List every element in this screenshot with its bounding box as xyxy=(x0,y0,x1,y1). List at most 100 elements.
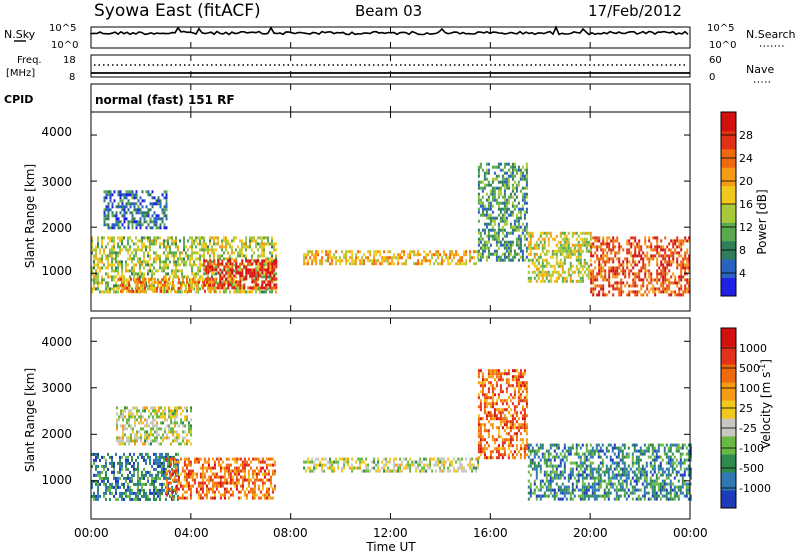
echo-cell xyxy=(581,237,584,241)
echo-cell xyxy=(553,270,556,274)
echo-cell xyxy=(485,177,488,181)
echo-cell xyxy=(237,490,240,494)
echo-cell xyxy=(317,457,320,461)
echo-cell xyxy=(178,280,180,284)
echo-cell xyxy=(215,472,218,476)
echo-cell xyxy=(616,251,619,255)
echo-cell xyxy=(509,171,512,175)
echo-cell xyxy=(489,213,492,217)
echo-cell xyxy=(201,484,204,488)
echo-cell xyxy=(682,290,685,294)
echo-cell xyxy=(632,284,635,288)
echo-cell xyxy=(113,476,115,480)
echo-cell xyxy=(489,228,492,232)
echo-cell xyxy=(239,277,242,281)
echo-cell xyxy=(175,472,178,476)
echo-cell xyxy=(127,494,129,498)
echo-cell xyxy=(97,497,99,501)
echo-cell xyxy=(111,223,114,227)
echo-cell xyxy=(539,485,542,489)
echo-cell xyxy=(525,171,528,175)
echo-cell xyxy=(563,246,566,250)
echo-cell xyxy=(185,251,187,255)
echo-cell xyxy=(227,251,229,255)
echo-cell xyxy=(167,251,169,255)
echo-cell xyxy=(209,268,212,272)
echo-cell xyxy=(159,461,161,465)
echo-cell xyxy=(585,267,588,271)
echo-cell xyxy=(559,458,562,462)
echo-cell xyxy=(239,283,242,287)
echo-cell xyxy=(513,432,516,436)
echo-cell xyxy=(175,272,177,276)
echo-cell xyxy=(275,248,277,252)
echo-cell xyxy=(487,402,490,406)
echo-cell xyxy=(219,466,222,470)
echo-cell xyxy=(600,242,603,246)
echo-cell xyxy=(241,290,243,294)
echo-cell xyxy=(427,463,430,467)
echo-cell xyxy=(93,461,95,465)
echo-cell xyxy=(263,254,265,258)
echo-cell xyxy=(545,485,548,489)
echo-cell xyxy=(525,384,528,388)
echo-cell xyxy=(111,263,113,267)
echo-cell xyxy=(147,284,149,288)
echo-cell xyxy=(551,488,554,492)
echo-cell xyxy=(161,211,164,215)
echo-cell xyxy=(497,408,500,412)
echo-cell xyxy=(93,284,95,288)
echo-cell xyxy=(489,450,492,454)
echo-cell xyxy=(668,269,671,273)
echo-cell xyxy=(202,277,204,281)
echo-cell xyxy=(525,393,528,397)
echo-cell xyxy=(157,284,159,288)
echo-cell xyxy=(175,245,177,249)
echo-cell xyxy=(666,287,669,291)
echo-cell xyxy=(531,231,534,235)
echo-cell xyxy=(215,457,218,461)
echo-cell xyxy=(137,211,140,215)
echo-cell xyxy=(363,253,366,257)
echo-cell xyxy=(559,234,562,238)
echo-cell xyxy=(515,219,518,223)
echo-cell xyxy=(129,485,131,489)
echo-cell xyxy=(327,253,330,257)
echo-cell xyxy=(391,262,394,266)
echo-cell xyxy=(343,460,346,464)
echo-cell xyxy=(523,228,526,232)
echo-cell xyxy=(666,266,669,270)
echo-cell xyxy=(191,475,194,479)
echo-cell xyxy=(225,478,228,482)
echo-cell xyxy=(660,263,663,267)
echo-cell xyxy=(581,452,584,456)
echo-cell xyxy=(183,242,185,246)
echo-cell xyxy=(345,259,348,263)
echo-cell xyxy=(147,214,150,218)
echo-cell xyxy=(638,248,641,252)
echo-cell xyxy=(273,484,276,488)
echo-cell xyxy=(648,281,651,285)
echo-cell xyxy=(191,248,193,252)
echo-cell xyxy=(507,372,510,376)
echo-cell xyxy=(149,263,151,267)
echo-cell xyxy=(261,466,264,470)
echo-cell xyxy=(634,272,637,276)
echo-cell xyxy=(569,276,572,280)
echo-cell xyxy=(199,242,201,246)
echo-cell xyxy=(263,493,266,497)
echo-cell xyxy=(173,469,176,473)
echo-cell xyxy=(495,375,498,379)
echo-cell xyxy=(99,494,101,498)
echo-cell xyxy=(598,257,601,261)
echo-cell xyxy=(680,272,683,276)
echo-cell xyxy=(223,493,226,497)
echo-cell xyxy=(173,478,176,482)
echo-cell xyxy=(152,277,154,281)
echo-cell xyxy=(517,234,520,238)
echo-cell xyxy=(257,254,259,258)
echo-cell xyxy=(483,402,486,406)
echo-cell xyxy=(197,484,200,488)
echo-cell xyxy=(199,266,201,270)
echo-cell xyxy=(249,274,252,278)
